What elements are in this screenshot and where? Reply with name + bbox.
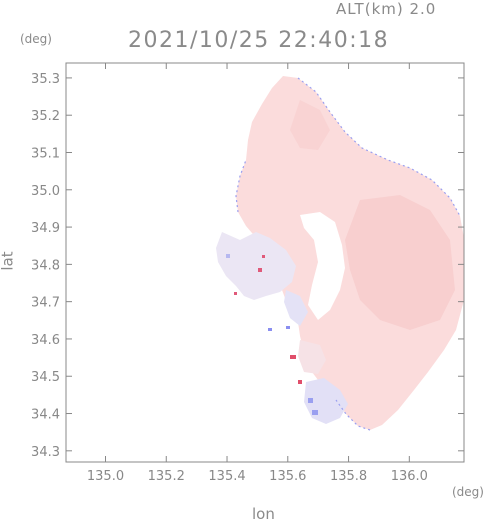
echo-spot [234,292,237,295]
echo-spot [262,255,265,258]
y-tick-label: 34.6 [31,333,60,348]
y-tick-label: 34.4 [31,408,60,423]
y-axis-unit: (deg) [20,32,52,46]
strong-echo-region [345,195,455,330]
y-tick-label: 34.7 [31,296,60,311]
y-tick-label: 34.8 [31,258,60,273]
y-tick-label: 35.1 [31,146,60,161]
echo-spot [308,398,313,403]
y-axis-ticks: 34.3 34.4 34.5 34.6 34.7 34.8 34.9 35.0 35.1 35.2… [31,72,464,460]
x-axis-unit: (deg) [452,485,484,499]
x-tick-label: 135.0 [87,469,124,484]
x-axis-ticks: 135.0 135.2 135.4 135.6 135.8 136.0 [87,63,428,484]
y-tick-label: 34.3 [31,445,60,460]
x-axis-label: lon [252,505,275,523]
echo-field [216,76,464,431]
echo-spot [268,328,272,331]
echo-spot [258,268,262,272]
x-tick-label: 135.8 [330,469,367,484]
y-tick-label: 34.5 [31,370,60,385]
timestamp-title: 2021/10/25 22:40:18 [128,28,390,53]
echo-spot [290,355,296,359]
western-echo-cluster [216,232,296,300]
y-tick-label: 35.0 [31,184,60,199]
echo-spot [226,254,230,258]
southern-echo-pink [298,340,326,374]
y-tick-label: 35.2 [31,109,60,124]
x-tick-label: 135.4 [208,469,245,484]
x-tick-label: 135.6 [269,469,306,484]
echo-spot [298,380,302,384]
y-tick-label: 34.9 [31,221,60,236]
western-echo-cluster-2 [284,290,308,326]
x-tick-label: 135.2 [148,469,185,484]
echo-spot [286,326,290,329]
x-tick-label: 136.0 [391,469,428,484]
echo-edge [235,77,461,431]
altitude-label: ALT(km) 2.0 [336,0,437,18]
y-tick-label: 35.3 [31,72,60,87]
echo-gap [300,212,345,320]
plot-frame [65,62,465,463]
strong-echo-patch [290,100,330,150]
echo-spot [312,410,318,415]
